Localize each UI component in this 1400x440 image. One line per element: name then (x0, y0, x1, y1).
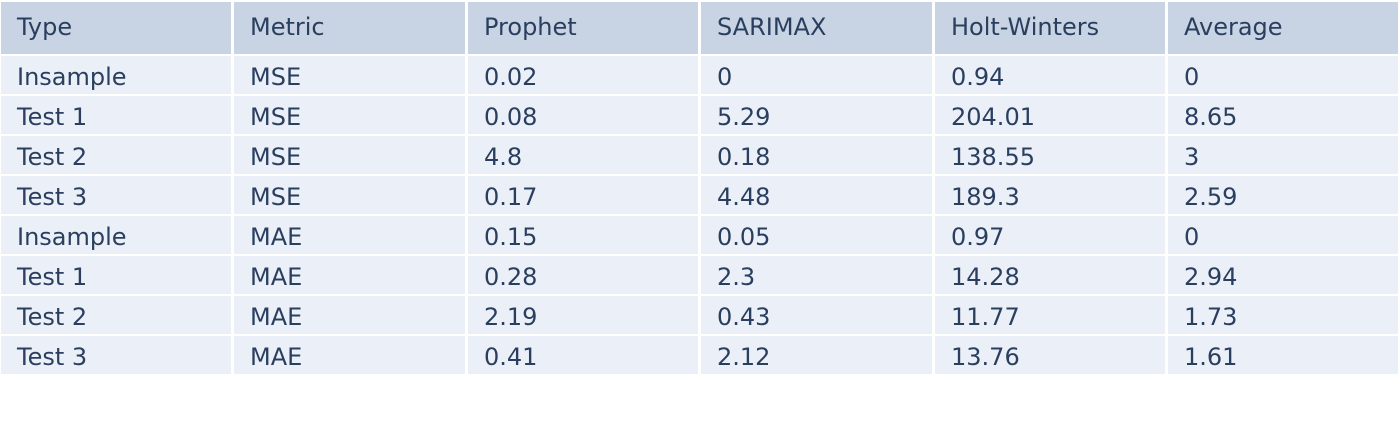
table-cell-metric: MSE (233, 56, 467, 96)
header-cell-holt-winters: Holt-Winters (934, 0, 1167, 56)
table-cell-holt-winters: 189.3 (934, 176, 1167, 216)
table-cell-metric: MSE (233, 136, 467, 176)
table-cell-type: Test 3 (0, 336, 233, 376)
table-cell-holt-winters: 11.77 (934, 296, 1167, 336)
table-cell-sarimax: 0.05 (700, 216, 934, 256)
table-cell-average: 1.61 (1167, 336, 1400, 376)
table-cell-metric: MSE (233, 176, 467, 216)
table-cell-sarimax: 0.43 (700, 296, 934, 336)
table-cell-type: Test 2 (0, 296, 233, 336)
header-cell-prophet: Prophet (467, 0, 700, 56)
table-row: Insample MSE 0.02 0 0.94 0 (0, 56, 1400, 96)
table-cell-holt-winters: 13.76 (934, 336, 1167, 376)
table-row: Test 3 MSE 0.17 4.48 189.3 2.59 (0, 176, 1400, 216)
table-cell-metric: MAE (233, 256, 467, 296)
table-cell-holt-winters: 138.55 (934, 136, 1167, 176)
table-cell-prophet: 0.17 (467, 176, 700, 216)
table-row: Test 1 MSE 0.08 5.29 204.01 8.65 (0, 96, 1400, 136)
table-row: Test 3 MAE 0.41 2.12 13.76 1.61 (0, 336, 1400, 376)
table-cell-prophet: 0.15 (467, 216, 700, 256)
table-cell-metric: MAE (233, 216, 467, 256)
table-cell-prophet: 0.08 (467, 96, 700, 136)
table-cell-prophet: 0.02 (467, 56, 700, 96)
table-cell-average: 2.59 (1167, 176, 1400, 216)
table-cell-type: Insample (0, 56, 233, 96)
table-cell-holt-winters: 204.01 (934, 96, 1167, 136)
table-header-row: Type Metric Prophet SARIMAX Holt-Winters… (0, 0, 1400, 56)
table-row: Test 2 MSE 4.8 0.18 138.55 3 (0, 136, 1400, 176)
table-cell-sarimax: 2.3 (700, 256, 934, 296)
header-cell-sarimax: SARIMAX (700, 0, 934, 56)
table-cell-sarimax: 0 (700, 56, 934, 96)
table-cell-metric: MSE (233, 96, 467, 136)
table-cell-metric: MAE (233, 336, 467, 376)
table-cell-metric: MAE (233, 296, 467, 336)
table-cell-sarimax: 2.12 (700, 336, 934, 376)
table-cell-sarimax: 4.48 (700, 176, 934, 216)
table-cell-average: 1.73 (1167, 296, 1400, 336)
table-cell-prophet: 4.8 (467, 136, 700, 176)
header-cell-metric: Metric (233, 0, 467, 56)
table-cell-type: Test 1 (0, 256, 233, 296)
table-cell-prophet: 2.19 (467, 296, 700, 336)
table-cell-sarimax: 5.29 (700, 96, 934, 136)
table-cell-average: 0 (1167, 216, 1400, 256)
table-cell-holt-winters: 0.97 (934, 216, 1167, 256)
table-row: Test 2 MAE 2.19 0.43 11.77 1.73 (0, 296, 1400, 336)
table-cell-average: 2.94 (1167, 256, 1400, 296)
table-cell-holt-winters: 0.94 (934, 56, 1167, 96)
results-table: Type Metric Prophet SARIMAX Holt-Winters… (0, 0, 1400, 376)
table-cell-prophet: 0.41 (467, 336, 700, 376)
table-cell-prophet: 0.28 (467, 256, 700, 296)
table-row: Insample MAE 0.15 0.05 0.97 0 (0, 216, 1400, 256)
table-cell-type: Test 2 (0, 136, 233, 176)
table-cell-average: 8.65 (1167, 96, 1400, 136)
table-cell-holt-winters: 14.28 (934, 256, 1167, 296)
table-cell-average: 0 (1167, 56, 1400, 96)
table-cell-type: Insample (0, 216, 233, 256)
header-cell-type: Type (0, 0, 233, 56)
table-cell-average: 3 (1167, 136, 1400, 176)
table-body: Insample MSE 0.02 0 0.94 0 Test 1 MSE 0.08 5.29 20… (0, 56, 1400, 376)
table-cell-type: Test 1 (0, 96, 233, 136)
table-cell-type: Test 3 (0, 176, 233, 216)
table-cell-sarimax: 0.18 (700, 136, 934, 176)
header-cell-average: Average (1167, 0, 1400, 56)
table-row: Test 1 MAE 0.28 2.3 14.28 2.94 (0, 256, 1400, 296)
